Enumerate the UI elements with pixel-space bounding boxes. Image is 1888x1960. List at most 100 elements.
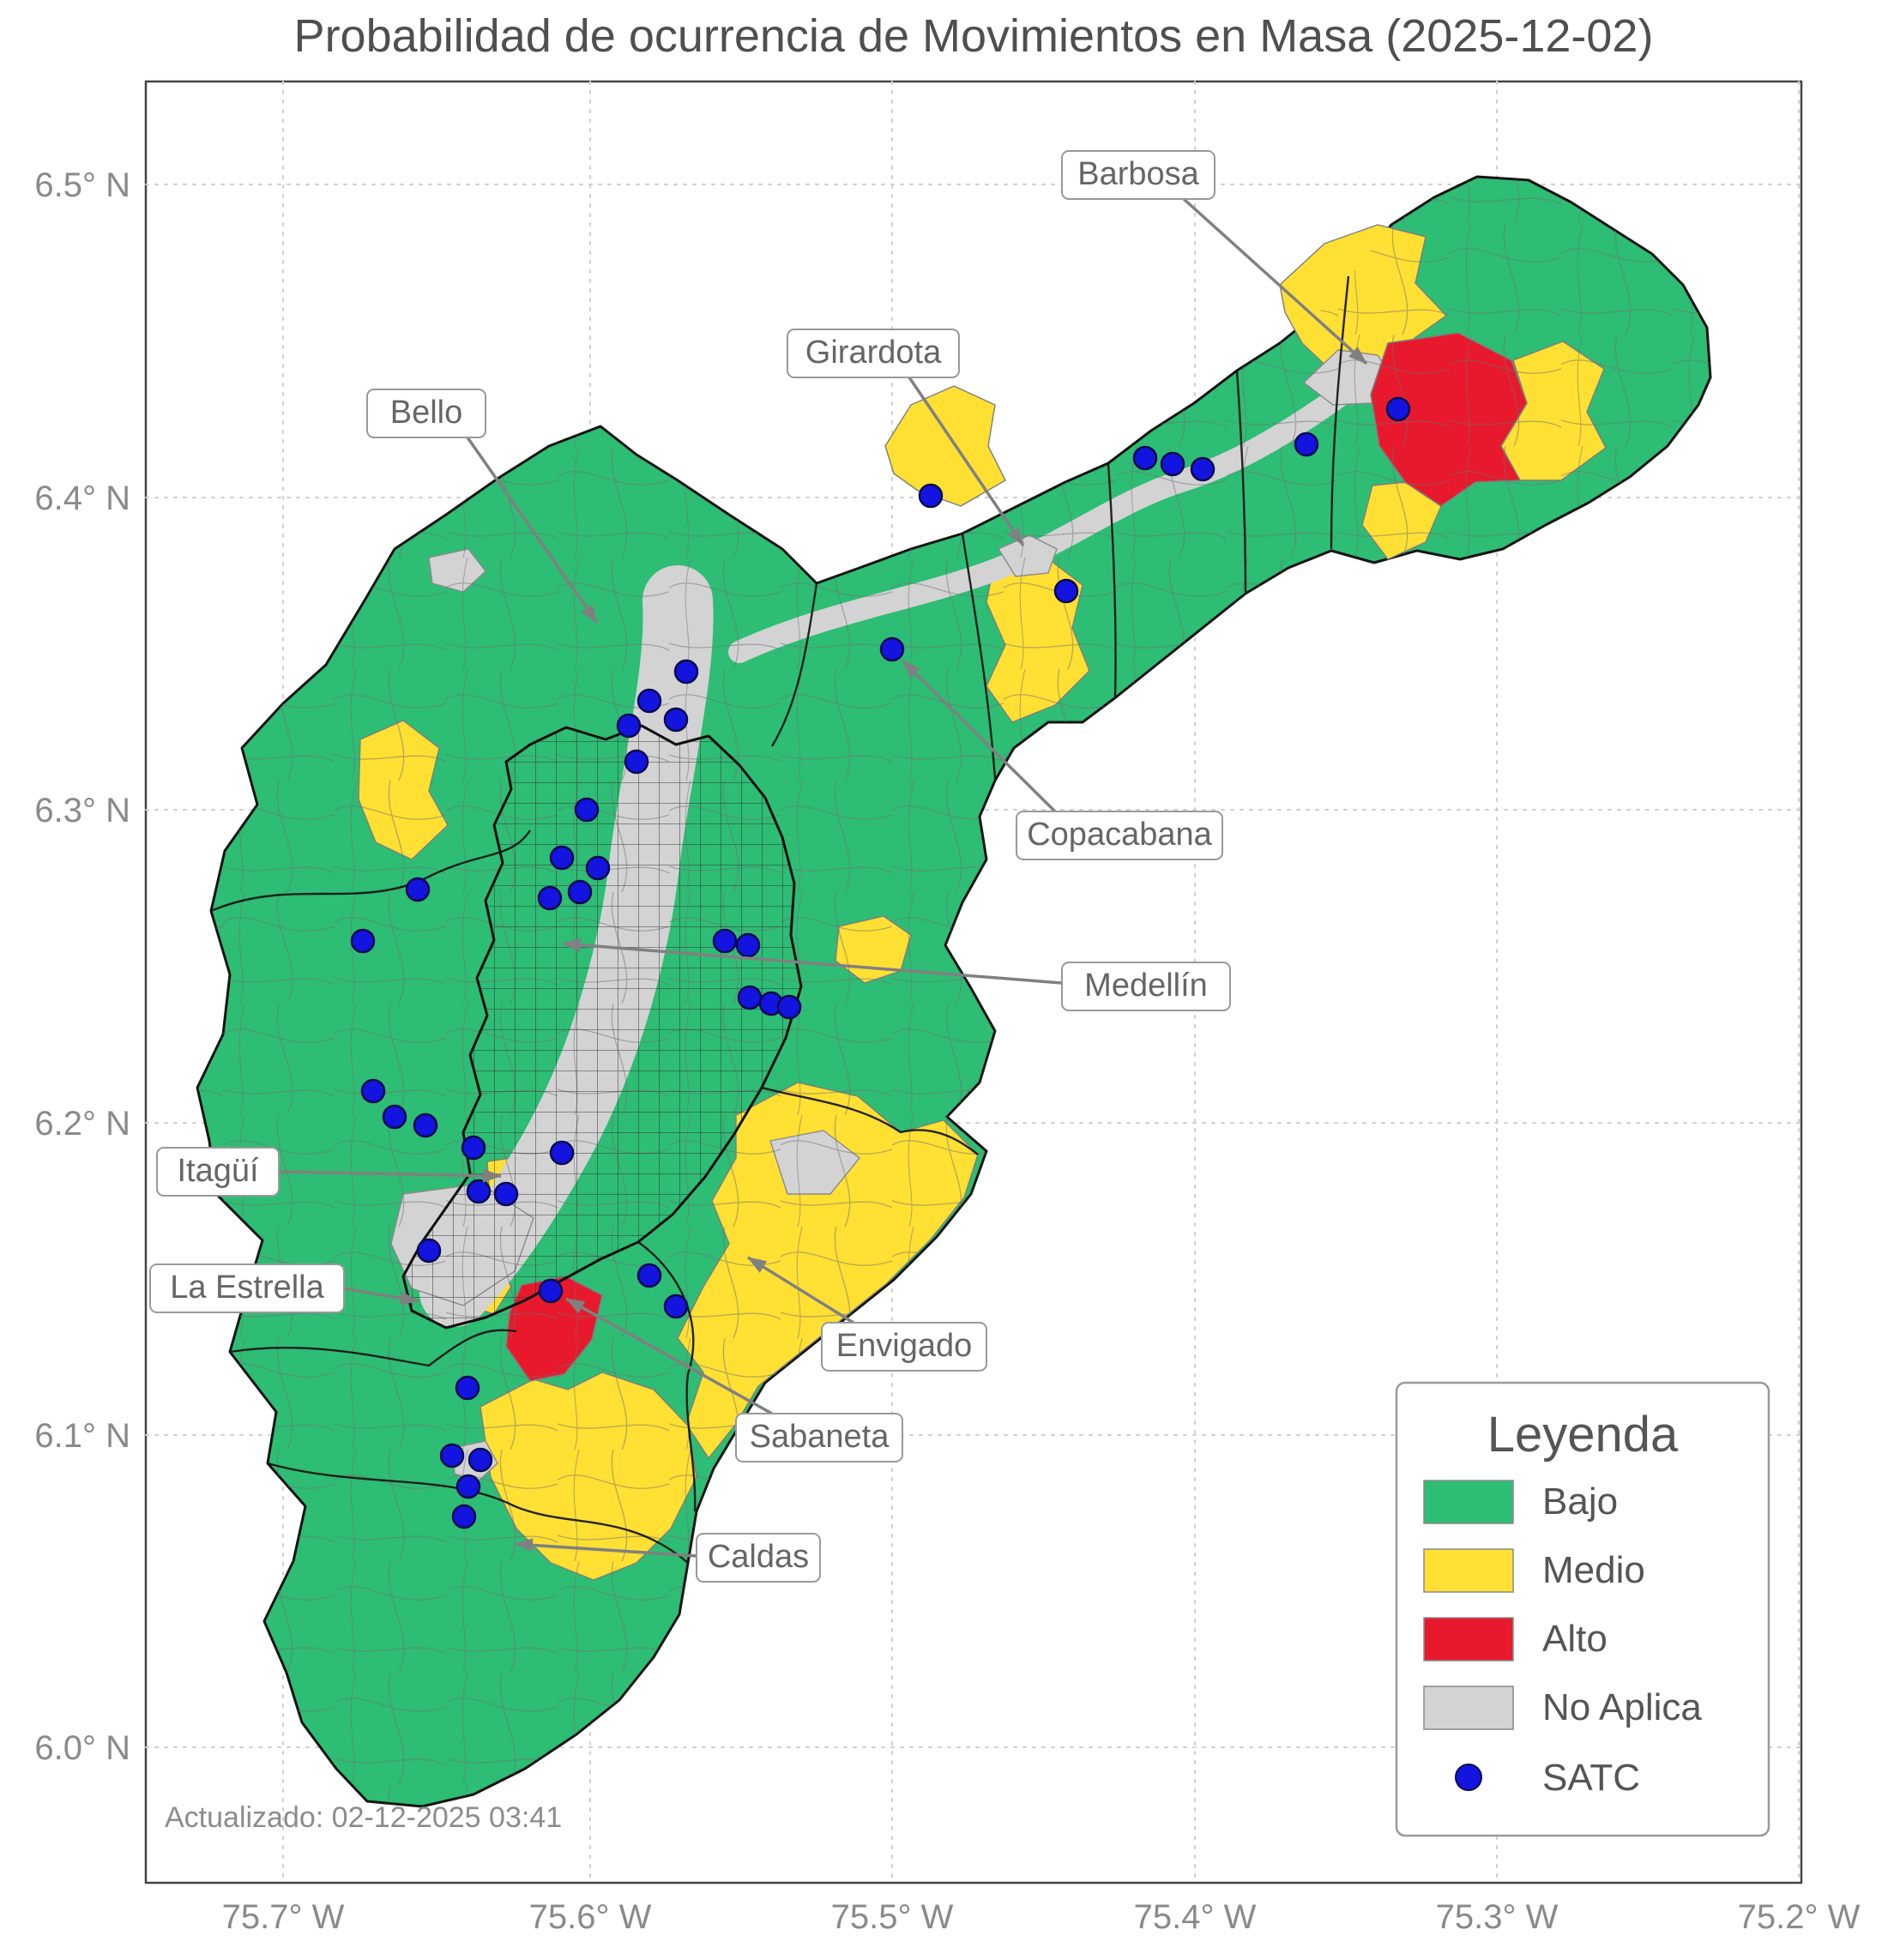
arrow-envigado (747, 1256, 854, 1324)
y-tick: 6.5° N (34, 166, 130, 204)
arrow-sabaneta (565, 1297, 773, 1415)
arrow-barbosa (1182, 197, 1368, 365)
label-itagui: Itagüí (177, 1153, 259, 1189)
satc-point (879, 636, 905, 662)
satc-point (663, 1294, 689, 1319)
satc-point (624, 749, 649, 775)
legend-label-bajo: Bajo (1542, 1481, 1618, 1523)
arrow-copacabana (901, 659, 1057, 813)
satc-point (350, 928, 376, 954)
callouts: Barbosa Girardota Bello Copacabana Medel… (149, 150, 1368, 1583)
satc-point (382, 1104, 407, 1130)
label-bello: Bello (390, 395, 463, 431)
x-tick: 75.3° W (1436, 1898, 1559, 1936)
callout-caldas: Caldas (696, 1533, 821, 1583)
callout-medellin: Medellín (1061, 962, 1231, 1011)
satc-point (455, 1375, 480, 1401)
arrow-medellin (562, 938, 1063, 985)
legend-swatch-bajo (1423, 1480, 1514, 1524)
y-tick: 6.4° N (34, 479, 130, 517)
y-axis-ticks: 6.5° N 6.4° N 6.3° N 6.2° N 6.1° N 6.0° … (34, 166, 130, 1767)
label-la-estrella: La Estrella (170, 1269, 324, 1306)
callout-bello: Bello (366, 389, 486, 438)
callout-sabaneta: Sabaneta (735, 1413, 903, 1462)
legend-title: Leyenda (1487, 1407, 1679, 1462)
satc-point (616, 713, 642, 739)
legend-swatch-no-aplica (1423, 1686, 1514, 1730)
satc-point (1294, 431, 1319, 457)
x-axis-ticks: 75.7° W 75.6° W 75.5° W 75.4° W 75.3° W … (222, 1898, 1861, 1936)
callout-copacabana: Copacabana (1016, 811, 1223, 860)
callout-la-estrella: La Estrella (149, 1263, 345, 1313)
arrow-la-estrella (343, 1287, 419, 1306)
satc-point (451, 1504, 477, 1529)
satc-point (416, 1238, 442, 1263)
label-barbosa: Barbosa (1077, 156, 1199, 192)
x-tick: 75.7° W (222, 1898, 345, 1936)
satc-point (1385, 396, 1411, 422)
legend-label-no-aplica: No Aplica (1542, 1686, 1702, 1728)
y-tick: 6.3° N (34, 792, 130, 829)
legend-label-medio: Medio (1542, 1549, 1645, 1591)
label-caldas: Caldas (708, 1539, 809, 1575)
label-sabaneta: Sabaneta (750, 1419, 890, 1455)
satc-point (549, 845, 575, 871)
satc-stations-layer (350, 396, 1411, 1529)
satc-point (636, 688, 662, 714)
y-tick: 6.2° N (34, 1105, 130, 1143)
satc-point (467, 1447, 493, 1473)
satc-point (776, 994, 802, 1020)
satc-point (918, 483, 944, 509)
x-tick: 75.4° W (1134, 1898, 1257, 1936)
callout-arrows (278, 197, 1368, 1558)
legend-swatch-medio (1423, 1548, 1514, 1593)
callout-itagui: Itagüí (156, 1147, 280, 1197)
y-tick: 6.1° N (34, 1417, 130, 1455)
x-tick: 75.5° W (831, 1898, 954, 1936)
legend-label-satc: SATC (1542, 1757, 1640, 1799)
satc-point (538, 1278, 564, 1304)
satc-point (663, 707, 689, 733)
x-tick: 75.2° W (1738, 1898, 1861, 1936)
satc-point (405, 877, 431, 902)
updated-timestamp: Actualizado: 02-12-2025 03:41 (165, 1801, 562, 1834)
callout-envigado: Envigado (821, 1322, 987, 1372)
satc-point (574, 797, 600, 823)
arrow-bello (466, 436, 599, 624)
satc-point (585, 855, 611, 881)
callout-barbosa: Barbosa (1061, 150, 1215, 200)
callout-boxes: Barbosa Girardota Bello Copacabana Medel… (149, 150, 1231, 1583)
legend-label-alto: Alto (1542, 1618, 1608, 1660)
satc-point (735, 932, 761, 958)
satc-point (712, 928, 738, 954)
satc-point (567, 879, 593, 905)
satc-point (439, 1443, 465, 1468)
label-copacabana: Copacabana (1027, 817, 1212, 853)
label-envigado: Envigado (836, 1328, 972, 1364)
satc-point (461, 1135, 486, 1161)
label-girardota: Girardota (805, 335, 942, 371)
legend-satc-dot-icon (1455, 1764, 1482, 1791)
satc-point (466, 1179, 492, 1204)
arrow-caldas (514, 1538, 697, 1558)
satc-point (737, 985, 763, 1010)
satc-point (1160, 451, 1185, 477)
satc-point (1053, 578, 1079, 604)
arrow-itagui (278, 1168, 502, 1183)
y-tick: 6.0° N (34, 1729, 130, 1767)
satc-point (493, 1181, 519, 1207)
satc-point (636, 1263, 662, 1288)
map-title: Probabilidad de ocurrencia de Movimiento… (294, 10, 1654, 62)
satc-point (360, 1078, 386, 1104)
satc-point (413, 1113, 438, 1138)
callout-girardota: Girardota (787, 329, 960, 378)
x-tick: 75.6° W (529, 1898, 652, 1936)
label-medellin: Medellín (1084, 968, 1208, 1004)
satc-point (1132, 445, 1158, 471)
legend: Leyenda Bajo Medio Alto No Aplica SATC (1395, 1381, 1770, 1837)
satc-point (455, 1474, 481, 1499)
satc-point (537, 885, 563, 911)
satc-point (673, 659, 699, 684)
legend-swatch-alto (1423, 1617, 1514, 1661)
